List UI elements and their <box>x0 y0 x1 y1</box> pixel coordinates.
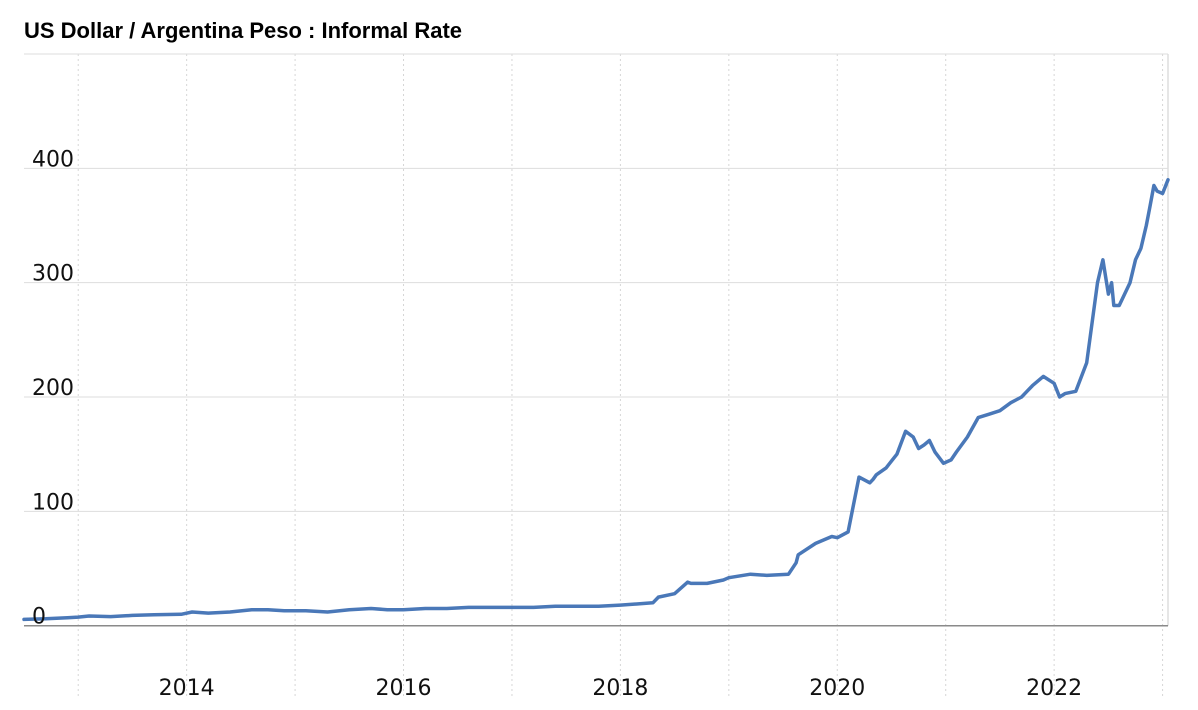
chart-title: US Dollar / Argentina Peso : Informal Ra… <box>24 18 463 43</box>
y-tick-label: 100 <box>32 490 74 515</box>
series-line <box>22 178 1170 622</box>
y-tick-label: 400 <box>32 147 74 172</box>
y-tick-label: 200 <box>32 376 74 401</box>
y-tick-label: 300 <box>32 262 74 287</box>
x-tick-label: 2022 <box>1026 676 1082 701</box>
y-gridlines <box>24 53 1168 627</box>
x-tick-label: 2018 <box>592 676 648 701</box>
y-tick-label: 0 <box>32 605 46 630</box>
x-gridlines <box>77 54 1169 698</box>
y-tick-labels: 0 100 200 300 400 <box>32 147 74 629</box>
x-tick-label: 2016 <box>376 676 432 701</box>
x-tick-labels: 2014 2016 2018 2020 2022 <box>159 676 1082 701</box>
x-tick-label: 2020 <box>809 676 865 701</box>
x-tick-label: 2014 <box>159 676 215 701</box>
series-layer <box>22 178 1170 622</box>
